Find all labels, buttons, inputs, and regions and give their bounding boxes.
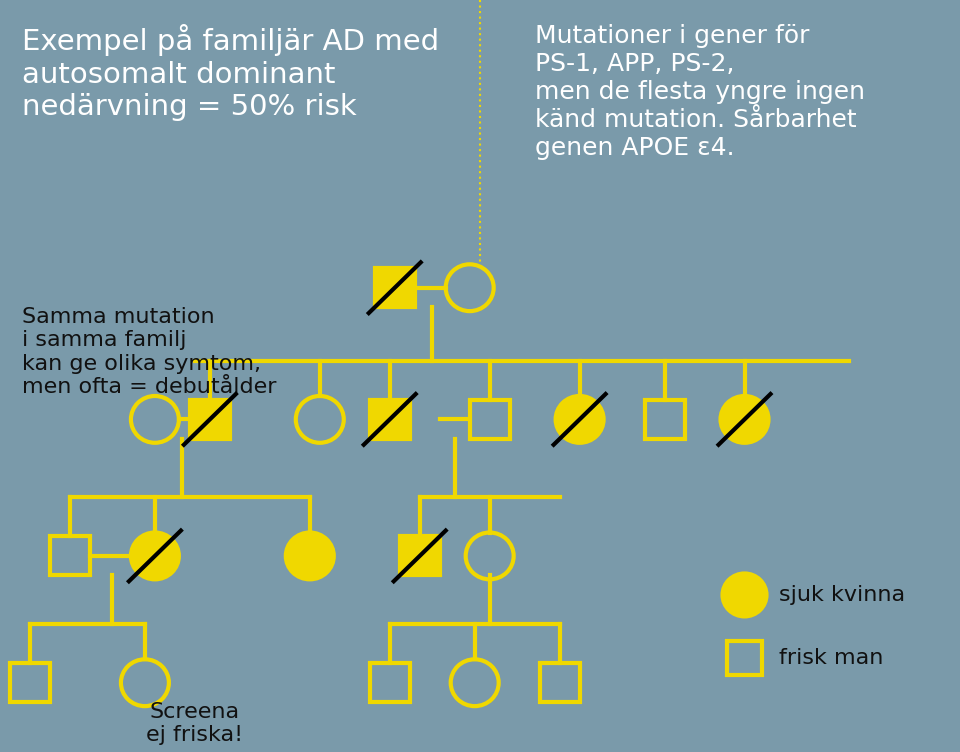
Circle shape <box>286 532 334 579</box>
Bar <box>50 536 90 575</box>
Text: sjuk kvinna: sjuk kvinna <box>780 585 905 605</box>
Text: Screena
ej friska!: Screena ej friska! <box>146 702 244 745</box>
Text: Samma mutation
i samma familj
kan ge olika symtom,
men ofta = debutålder: Samma mutation i samma familj kan ge oli… <box>22 308 276 397</box>
Circle shape <box>131 532 179 579</box>
Bar <box>374 268 415 308</box>
Bar <box>469 400 510 439</box>
Bar <box>540 663 580 702</box>
Text: Mutationer i gener för
PS-1, APP, PS-2,
men de flesta yngre ingen
känd mutation.: Mutationer i gener för PS-1, APP, PS-2, … <box>535 24 865 159</box>
Text: frisk man: frisk man <box>780 648 884 669</box>
Bar <box>370 663 410 702</box>
Bar <box>190 400 229 439</box>
Text: Exempel på familjär AD med
autosomalt dominant
nedärvning = 50% risk: Exempel på familjär AD med autosomalt do… <box>22 24 439 121</box>
Bar <box>727 641 762 675</box>
Bar <box>644 400 684 439</box>
Bar <box>399 536 440 575</box>
Circle shape <box>723 574 766 617</box>
Circle shape <box>556 396 604 443</box>
Circle shape <box>721 396 769 443</box>
Bar <box>370 400 410 439</box>
Bar <box>10 663 50 702</box>
